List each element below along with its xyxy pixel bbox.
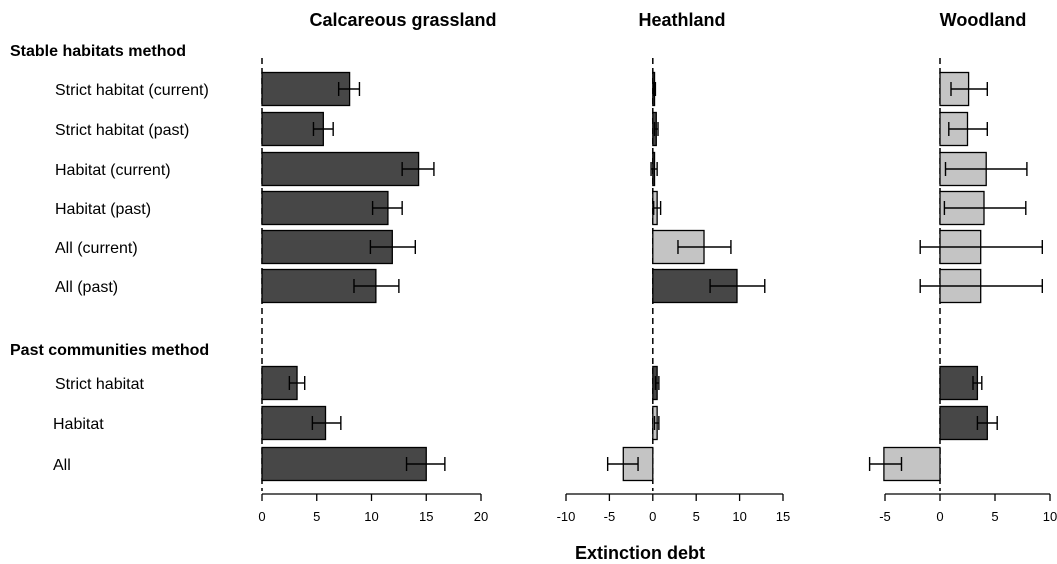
- row-label: Strict habitat: [55, 376, 144, 393]
- panel: Woodland -5 0 5 10: [868, 10, 1057, 524]
- row-label: Strict habitat (current): [55, 82, 209, 99]
- panels-layer: Calcareous grassland 0 5 10 15 20 Heathland -10…: [258, 10, 1057, 524]
- x-tick-label: 5: [991, 509, 998, 524]
- x-tick-label: 10: [732, 509, 746, 524]
- x-tick-label: 0: [936, 509, 943, 524]
- bar: [261, 405, 327, 441]
- x-tick-label: 10: [364, 509, 378, 524]
- x-tick-label: -5: [879, 509, 891, 524]
- bar: [261, 190, 389, 226]
- row-label: Habitat (past): [55, 201, 151, 218]
- row-label: All (current): [55, 240, 138, 257]
- row-label: Habitat: [53, 416, 104, 433]
- panel: Heathland -10 -5 0 5 10 15: [557, 10, 791, 524]
- section-title: Past communities method: [10, 342, 209, 359]
- panel-title: Calcareous grassland: [309, 10, 496, 30]
- section-title: Stable habitats method: [10, 43, 186, 60]
- row-label: Strict habitat (past): [55, 122, 189, 139]
- x-tick-label: 10: [1043, 509, 1057, 524]
- bar: [261, 446, 427, 482]
- row-label: All (past): [55, 279, 118, 296]
- x-tick-label: 5: [693, 509, 700, 524]
- panel-title: Heathland: [638, 10, 725, 30]
- bar: [261, 365, 298, 401]
- x-tick-label: 15: [419, 509, 433, 524]
- x-tick-label: -5: [604, 509, 616, 524]
- labels-layer: Stable habitats method Strict habitat (cu…: [10, 43, 209, 474]
- bar: [261, 151, 420, 187]
- x-axis-title: Extinction debt: [575, 543, 705, 563]
- panel: Calcareous grassland 0 5 10 15 20: [258, 10, 496, 524]
- bar: [939, 365, 979, 401]
- x-tick-label: -10: [557, 509, 576, 524]
- bar: [261, 71, 351, 107]
- x-tick-label: 15: [776, 509, 790, 524]
- x-tick-label: 20: [474, 509, 488, 524]
- row-label: Habitat (current): [55, 162, 171, 179]
- x-tick-label: 0: [258, 509, 265, 524]
- panel-title: Woodland: [940, 10, 1027, 30]
- x-tick-label: 5: [313, 509, 320, 524]
- row-label: All: [53, 457, 71, 474]
- x-tick-label: 0: [649, 509, 656, 524]
